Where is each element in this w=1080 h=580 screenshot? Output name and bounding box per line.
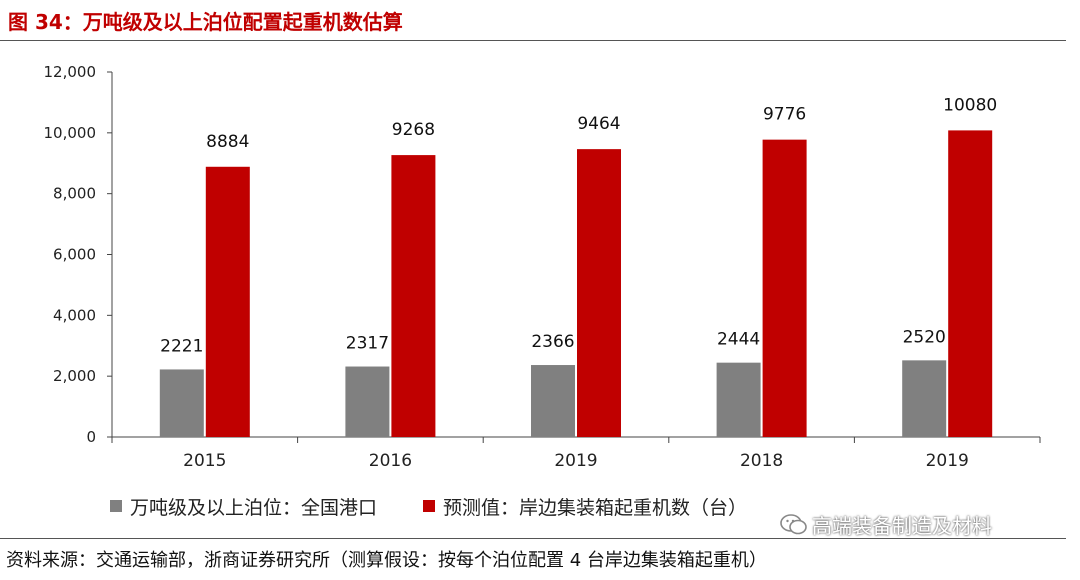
footer-divider <box>0 538 1066 539</box>
data-label-ports: 2444 <box>717 330 760 350</box>
x-tick-label: 2018 <box>740 451 783 471</box>
y-tick-label: 10,000 <box>44 124 97 142</box>
x-tick-label: 2019 <box>554 451 597 471</box>
bar-cranes <box>948 130 993 437</box>
data-label-cranes: 9776 <box>763 105 806 125</box>
header-divider <box>0 40 1066 41</box>
bar-cranes <box>762 139 807 437</box>
watermark-text: 高端装备制造及材料 <box>812 514 992 538</box>
bar-cranes <box>391 155 436 437</box>
source-note: 资料来源：交通运输部，浙商证券研究所（测算假设：按每个泊位配置 4 台岸边集装箱… <box>6 550 767 571</box>
data-label-ports: 2221 <box>160 336 203 356</box>
bar-ports <box>716 362 761 437</box>
x-tick-label: 2016 <box>369 451 412 471</box>
data-label-ports: 2366 <box>531 332 574 352</box>
legend-item-cranes: 预测值：岸边集装箱起重机数（台） <box>423 493 747 520</box>
figure-title: 图 34：万吨级及以上泊位配置起重机数估算 <box>8 10 403 34</box>
y-tick-label: 6,000 <box>53 246 96 264</box>
legend-item-ports: 万吨级及以上泊位：全国港口 <box>110 493 377 520</box>
bar-ports <box>531 365 575 437</box>
legend-swatch-cranes <box>423 500 436 512</box>
bar-ports <box>345 366 390 437</box>
watermark: 高端装备制造及材料 <box>780 510 992 539</box>
y-tick-label: 12,000 <box>44 63 97 81</box>
data-label-cranes: 9464 <box>577 114 620 134</box>
y-tick-label: 0 <box>86 428 96 446</box>
y-tick-label: 8,000 <box>53 185 96 203</box>
x-tick-label: 2015 <box>183 451 226 471</box>
legend-label-ports: 万吨级及以上泊位：全国港口 <box>130 496 378 519</box>
bar-cranes <box>577 149 621 437</box>
bar-ports <box>902 360 947 437</box>
chart-legend: 万吨级及以上泊位：全国港口 预测值：岸边集装箱起重机数（台） <box>110 492 793 520</box>
bar-cranes <box>205 166 250 438</box>
legend-label-cranes: 预测值：岸边集装箱起重机数（台） <box>443 496 748 519</box>
y-tick-label: 4,000 <box>53 306 96 324</box>
bar-ports <box>159 369 204 437</box>
legend-swatch-ports <box>110 500 122 512</box>
bar-chart: 0 2,000 4,000 6,000 8,000 10,000 12,000 2221 888… <box>44 63 1041 471</box>
figure-header: 图 34：万吨级及以上泊位配置起重机数估算 <box>0 0 1080 44</box>
x-tick-label: 2019 <box>926 451 969 471</box>
data-label-cranes: 9268 <box>392 120 435 140</box>
data-label-ports: 2520 <box>903 327 946 347</box>
data-label-cranes: 8884 <box>206 132 249 152</box>
wechat-icon <box>780 513 807 534</box>
y-tick-label: 2,000 <box>53 367 96 385</box>
data-label-ports: 2317 <box>346 334 389 354</box>
data-label-cranes: 10080 <box>943 95 997 115</box>
